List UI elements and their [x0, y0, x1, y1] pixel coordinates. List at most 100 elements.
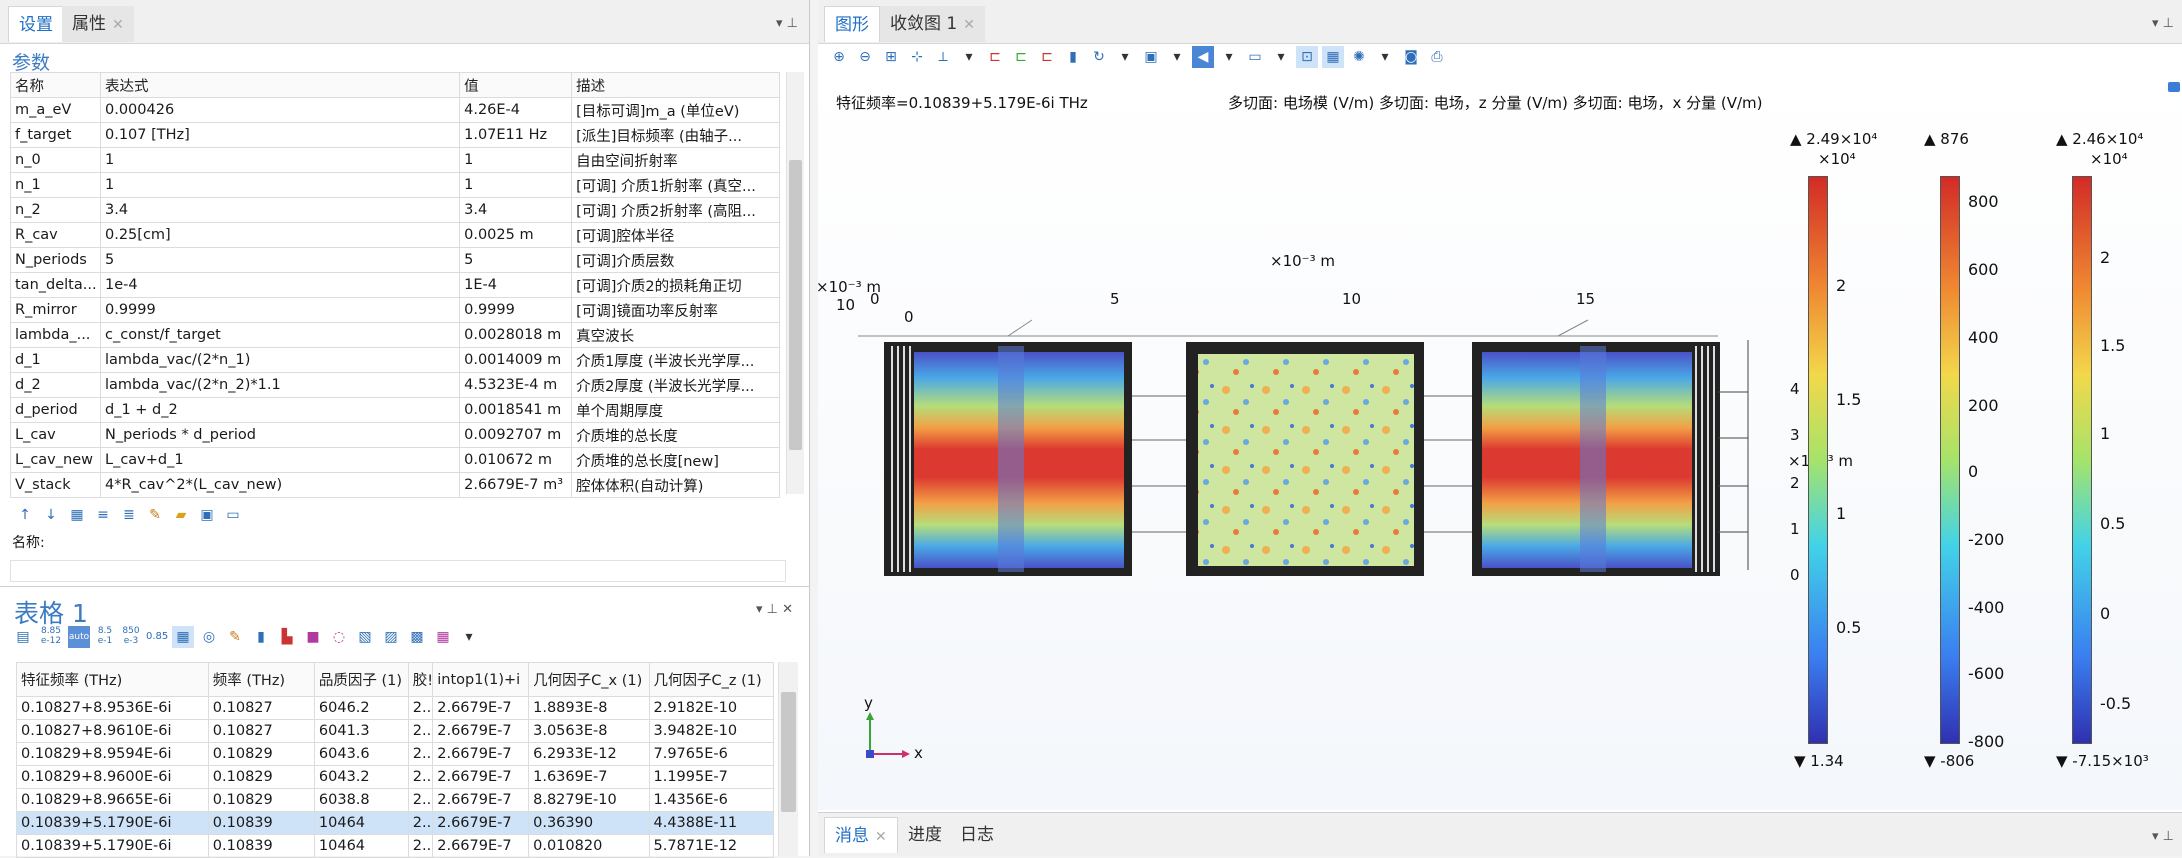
table-row[interactable]: d_2 lambda_vac/(2*n_2)*1.1 4.5323E-4 m 介质2厚… — [10, 372, 780, 398]
table-cell[interactable]: 1.4356E-6 — [648, 788, 774, 812]
table-cell[interactable]: f_target — [10, 122, 101, 148]
table-row[interactable]: 0.10839+5.1790E-6i0.10839104642....2.667… — [16, 811, 774, 835]
table-cell[interactable]: 5 — [459, 247, 573, 273]
import-icon[interactable]: ▧ — [358, 629, 372, 645]
table-cell[interactable]: R_cav — [10, 222, 101, 248]
table-cell[interactable]: 腔体体积(自动计算) — [571, 472, 780, 498]
table-cell[interactable]: 0.000426 — [99, 97, 461, 123]
list-icon[interactable]: ≡ — [97, 507, 109, 523]
table-cell[interactable]: L_cav_new — [10, 447, 101, 473]
table-cell[interactable]: d_2 — [10, 372, 101, 398]
table-icon[interactable]: ▤ — [16, 629, 30, 645]
table-cell[interactable]: 2.9182E-10 — [648, 696, 774, 720]
table-row[interactable]: N_periods 5 5 [可调]介质层数 — [10, 247, 780, 273]
table-cell[interactable]: 3.9482E-10 — [648, 719, 774, 743]
camera-icon[interactable]: ◙ — [1404, 49, 1418, 65]
name-field[interactable] — [10, 560, 786, 582]
clear-icon[interactable]: ✎ — [229, 629, 241, 645]
column-header[interactable]: 几何因子C_z (1) — [648, 662, 774, 697]
table-cell[interactable]: d_1 + d_2 — [99, 397, 461, 423]
axes-icon[interactable]: ⟂ — [938, 49, 948, 65]
spiral-icon[interactable]: ◌ — [332, 629, 346, 645]
table-row[interactable]: 0.10827+8.9536E-6i0.108276046.22....2.66… — [16, 696, 774, 720]
table-row[interactable]: n_2 3.4 3.4 [可调] 介质2折射率 (高阻... — [10, 197, 780, 223]
table-cell[interactable]: 10464 — [313, 834, 409, 858]
table-cell[interactable]: 6038.8 — [313, 788, 409, 812]
table-row[interactable]: 0.10829+8.9665E-6i0.108296038.82....2.66… — [16, 788, 774, 812]
table-cell[interactable]: 7.9765E-6 — [648, 742, 774, 766]
grid-icon[interactable]: ⊡ — [1296, 46, 1318, 68]
table-cell[interactable]: d_period — [10, 397, 101, 423]
pin-icon[interactable]: ▾ ⊥ — [776, 16, 798, 31]
table-cell[interactable]: 2.... — [407, 742, 434, 766]
table-cell[interactable]: 2.... — [407, 719, 434, 743]
select-icon[interactable]: ◀ — [1192, 46, 1214, 68]
table-cell[interactable]: d_1 — [10, 347, 101, 373]
table-cell[interactable]: [可调]腔体半径 — [571, 222, 780, 248]
tab-log[interactable]: 日志 — [960, 825, 994, 845]
plot-icon[interactable]: ▙ — [281, 629, 293, 645]
table-cell[interactable]: 0.10829+8.9600E-6i — [16, 765, 209, 789]
table-cell[interactable]: 0.10839+5.1790E-6i — [16, 811, 209, 835]
table-cell[interactable]: N_periods — [10, 247, 101, 273]
table-row[interactable]: R_mirror 0.9999 0.9999 [可调]镜面功率反射率 — [10, 297, 780, 323]
format-plain-icon[interactable]: 0.85 — [146, 631, 169, 642]
table-cell[interactable]: 0.10829 — [207, 788, 315, 812]
table-cell[interactable]: 0.10827+8.9610E-6i — [16, 719, 209, 743]
results-scrollbar[interactable] — [778, 662, 798, 856]
full-precision-icon[interactable]: ▦ — [172, 626, 194, 648]
table-cell[interactable]: n_1 — [10, 172, 101, 198]
column-header[interactable]: 几何因子C_x (1) — [528, 662, 650, 697]
open-icon[interactable]: ▰ — [175, 507, 187, 523]
table-cell[interactable]: 介质1厚度 (半波长光学厚... — [571, 347, 780, 373]
tab-properties[interactable]: 属性 ✕ — [62, 6, 134, 42]
scene-light-icon[interactable]: ✺ — [1353, 49, 1365, 65]
table-cell[interactable]: 2.... — [407, 765, 434, 789]
globe-icon[interactable]: ◎ — [202, 629, 216, 645]
table-cell[interactable]: 0.10829 — [207, 765, 315, 789]
chevron-down-icon[interactable]: ▾ — [465, 629, 473, 645]
column-header[interactable]: 频率 (THz) — [207, 662, 315, 697]
table-cell[interactable]: 6043.2 — [313, 765, 409, 789]
table-cell[interactable]: 1e-4 — [99, 272, 461, 298]
table-cell[interactable]: 0.9999 — [459, 297, 573, 323]
column-header[interactable]: 描述 — [571, 72, 780, 98]
export-icon[interactable]: ▭ — [226, 507, 240, 523]
column-header[interactable]: 品质因子 (1) — [313, 662, 409, 697]
move-down-icon[interactable]: ↓ — [45, 507, 57, 523]
save-icon[interactable]: ▣ — [200, 507, 214, 523]
panel-controls-icon[interactable]: ▾ ⊥ — [2152, 829, 2174, 844]
panel-controls-icon[interactable]: ▾ ⊥ ✕ — [756, 602, 794, 617]
table-row[interactable]: 0.10827+8.9610E-6i0.108276041.32....2.66… — [16, 719, 774, 743]
table-row[interactable]: L_cav N_periods * d_period 0.0092707 m 介质堆的… — [10, 422, 780, 448]
table-row[interactable]: 0.10839+5.1790E-6i0.10839104642....2.667… — [16, 834, 774, 858]
table-row[interactable]: f_target 0.107 [THz] 1.07E11 Hz [派生]目标频率 (由… — [10, 122, 780, 148]
table-cell[interactable]: 0.25[cm] — [99, 222, 461, 248]
table-cell[interactable]: 3.4 — [459, 197, 573, 223]
view-3d-icon[interactable]: ▮ — [1069, 49, 1077, 65]
table-cell[interactable]: [可调]介质层数 — [571, 247, 780, 273]
table-row[interactable]: n_0 1 1 自由空间折射率 — [10, 147, 780, 173]
table-cell[interactable]: n_2 — [10, 197, 101, 223]
table-row[interactable]: d_1 lambda_vac/(2*n_1) 0.0014009 m 介质1厚度 (半… — [10, 347, 780, 373]
table-cell[interactable]: N_periods * d_period — [99, 422, 461, 448]
layers-icon[interactable]: ▣ — [1144, 49, 1158, 65]
table-cell[interactable]: V_stack — [10, 472, 101, 498]
table-cell[interactable]: 5 — [99, 247, 461, 273]
chevron-down-icon[interactable]: ▾ — [965, 49, 973, 65]
settings-table-icon[interactable]: ▦ — [436, 629, 450, 645]
table-cell[interactable]: 0.10839+5.1790E-6i — [16, 834, 209, 858]
column-header[interactable]: 值 — [459, 72, 573, 98]
table-row[interactable]: L_cav_new L_cav+d_1 0.010672 m 介质堆的总长度[new] — [10, 447, 780, 473]
table-cell[interactable]: 6.2933E-12 — [528, 742, 650, 766]
close-icon[interactable]: ✕ — [963, 17, 975, 33]
table-cell[interactable]: 0.10827 — [207, 696, 315, 720]
table-cell[interactable]: 介质2厚度 (半波长光学厚... — [571, 372, 780, 398]
format-e12-icon[interactable]: 8.85 e-12 — [40, 626, 62, 646]
table-cell[interactable]: 3.0563E-8 — [528, 719, 650, 743]
table-cell[interactable]: 2.6679E-7 — [432, 788, 530, 812]
window-icon[interactable]: ▭ — [1248, 49, 1262, 65]
table-cell[interactable]: 0.107 [THz] — [99, 122, 461, 148]
table-cell[interactable]: 2.6679E-7 — [432, 765, 530, 789]
table-row[interactable]: R_cav 0.25[cm] 0.0025 m [可调]腔体半径 — [10, 222, 780, 248]
